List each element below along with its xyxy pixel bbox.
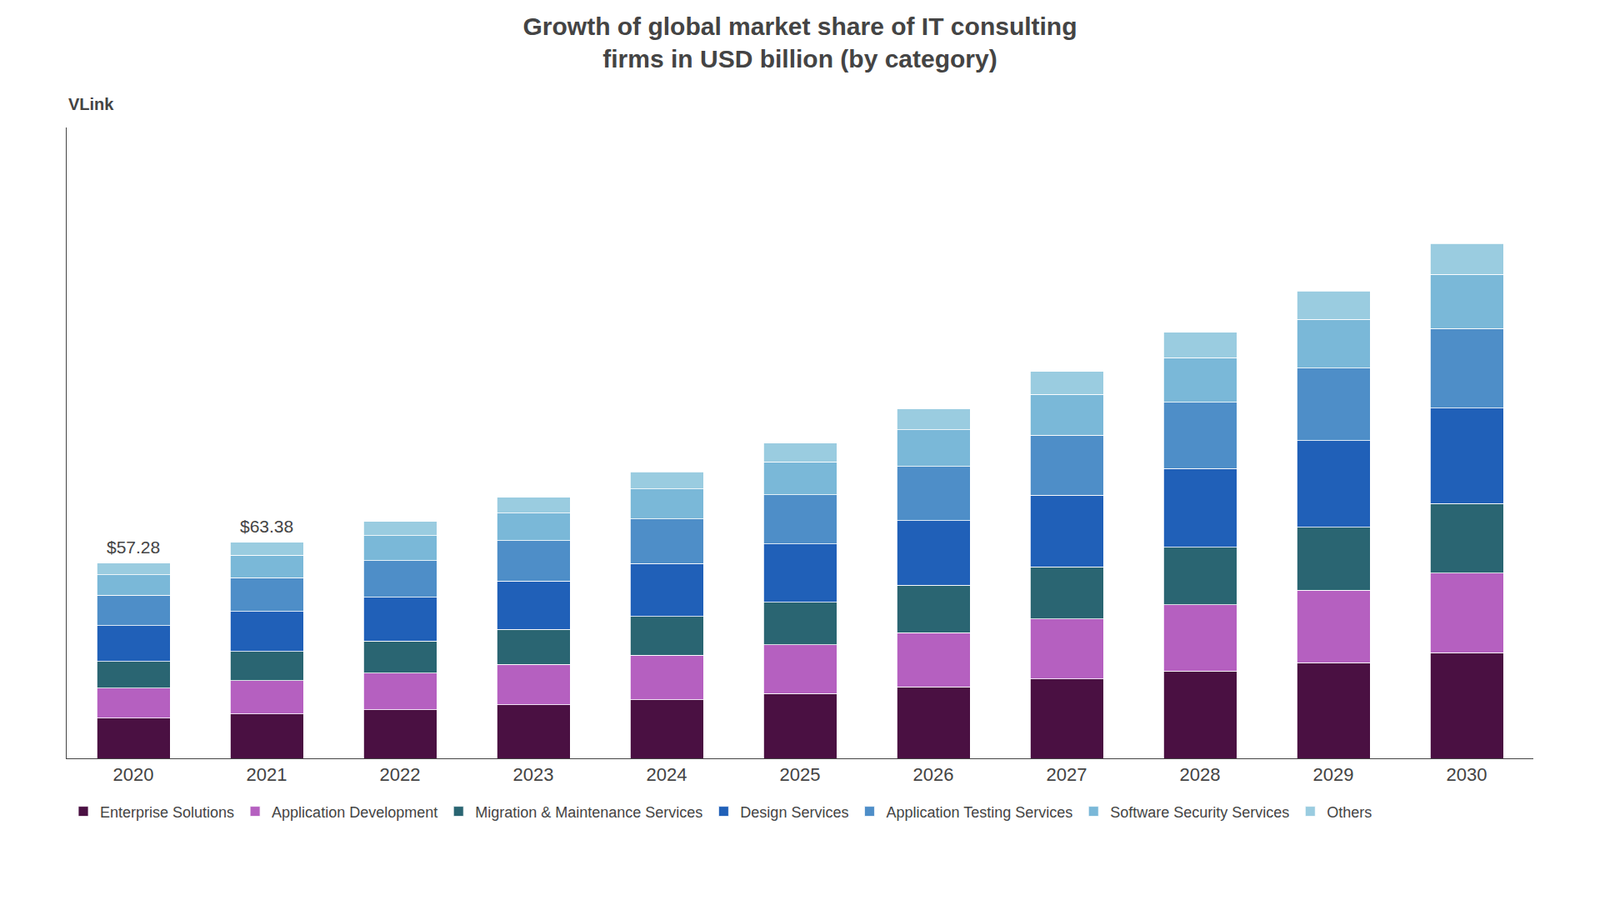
svg-text:2029: 2029 [1313,764,1355,785]
svg-text:Application Development: Application Development [271,804,438,821]
svg-text:2028: 2028 [1180,764,1221,785]
svg-text:Others: Others [1326,804,1372,821]
svg-text:2020: 2020 [113,764,155,785]
svg-text:$57.28: $57.28 [106,537,160,557]
svg-text:Migration & Maintenance Servic: Migration & Maintenance Services [475,804,703,821]
svg-text:2025: 2025 [780,764,821,785]
svg-text:$63.38: $63.38 [240,516,294,536]
svg-text:2024: 2024 [646,764,688,785]
svg-text:2027: 2027 [1046,764,1088,785]
svg-text:2026: 2026 [913,764,955,785]
svg-text:Design Services: Design Services [740,804,849,821]
svg-text:2021: 2021 [246,764,288,785]
svg-text:Software Security Services: Software Security Services [1110,804,1290,821]
svg-text:Application Testing Services: Application Testing Services [885,804,1073,821]
svg-text:Enterprise Solutions: Enterprise Solutions [100,804,235,821]
svg-text:2023: 2023 [513,764,555,785]
svg-text:Growth of global market share: Growth of global market share of IT cons… [522,12,1077,73]
svg-text:2022: 2022 [380,764,421,785]
svg-text:2030: 2030 [1446,764,1488,785]
svg-text:VLink: VLink [68,95,115,114]
